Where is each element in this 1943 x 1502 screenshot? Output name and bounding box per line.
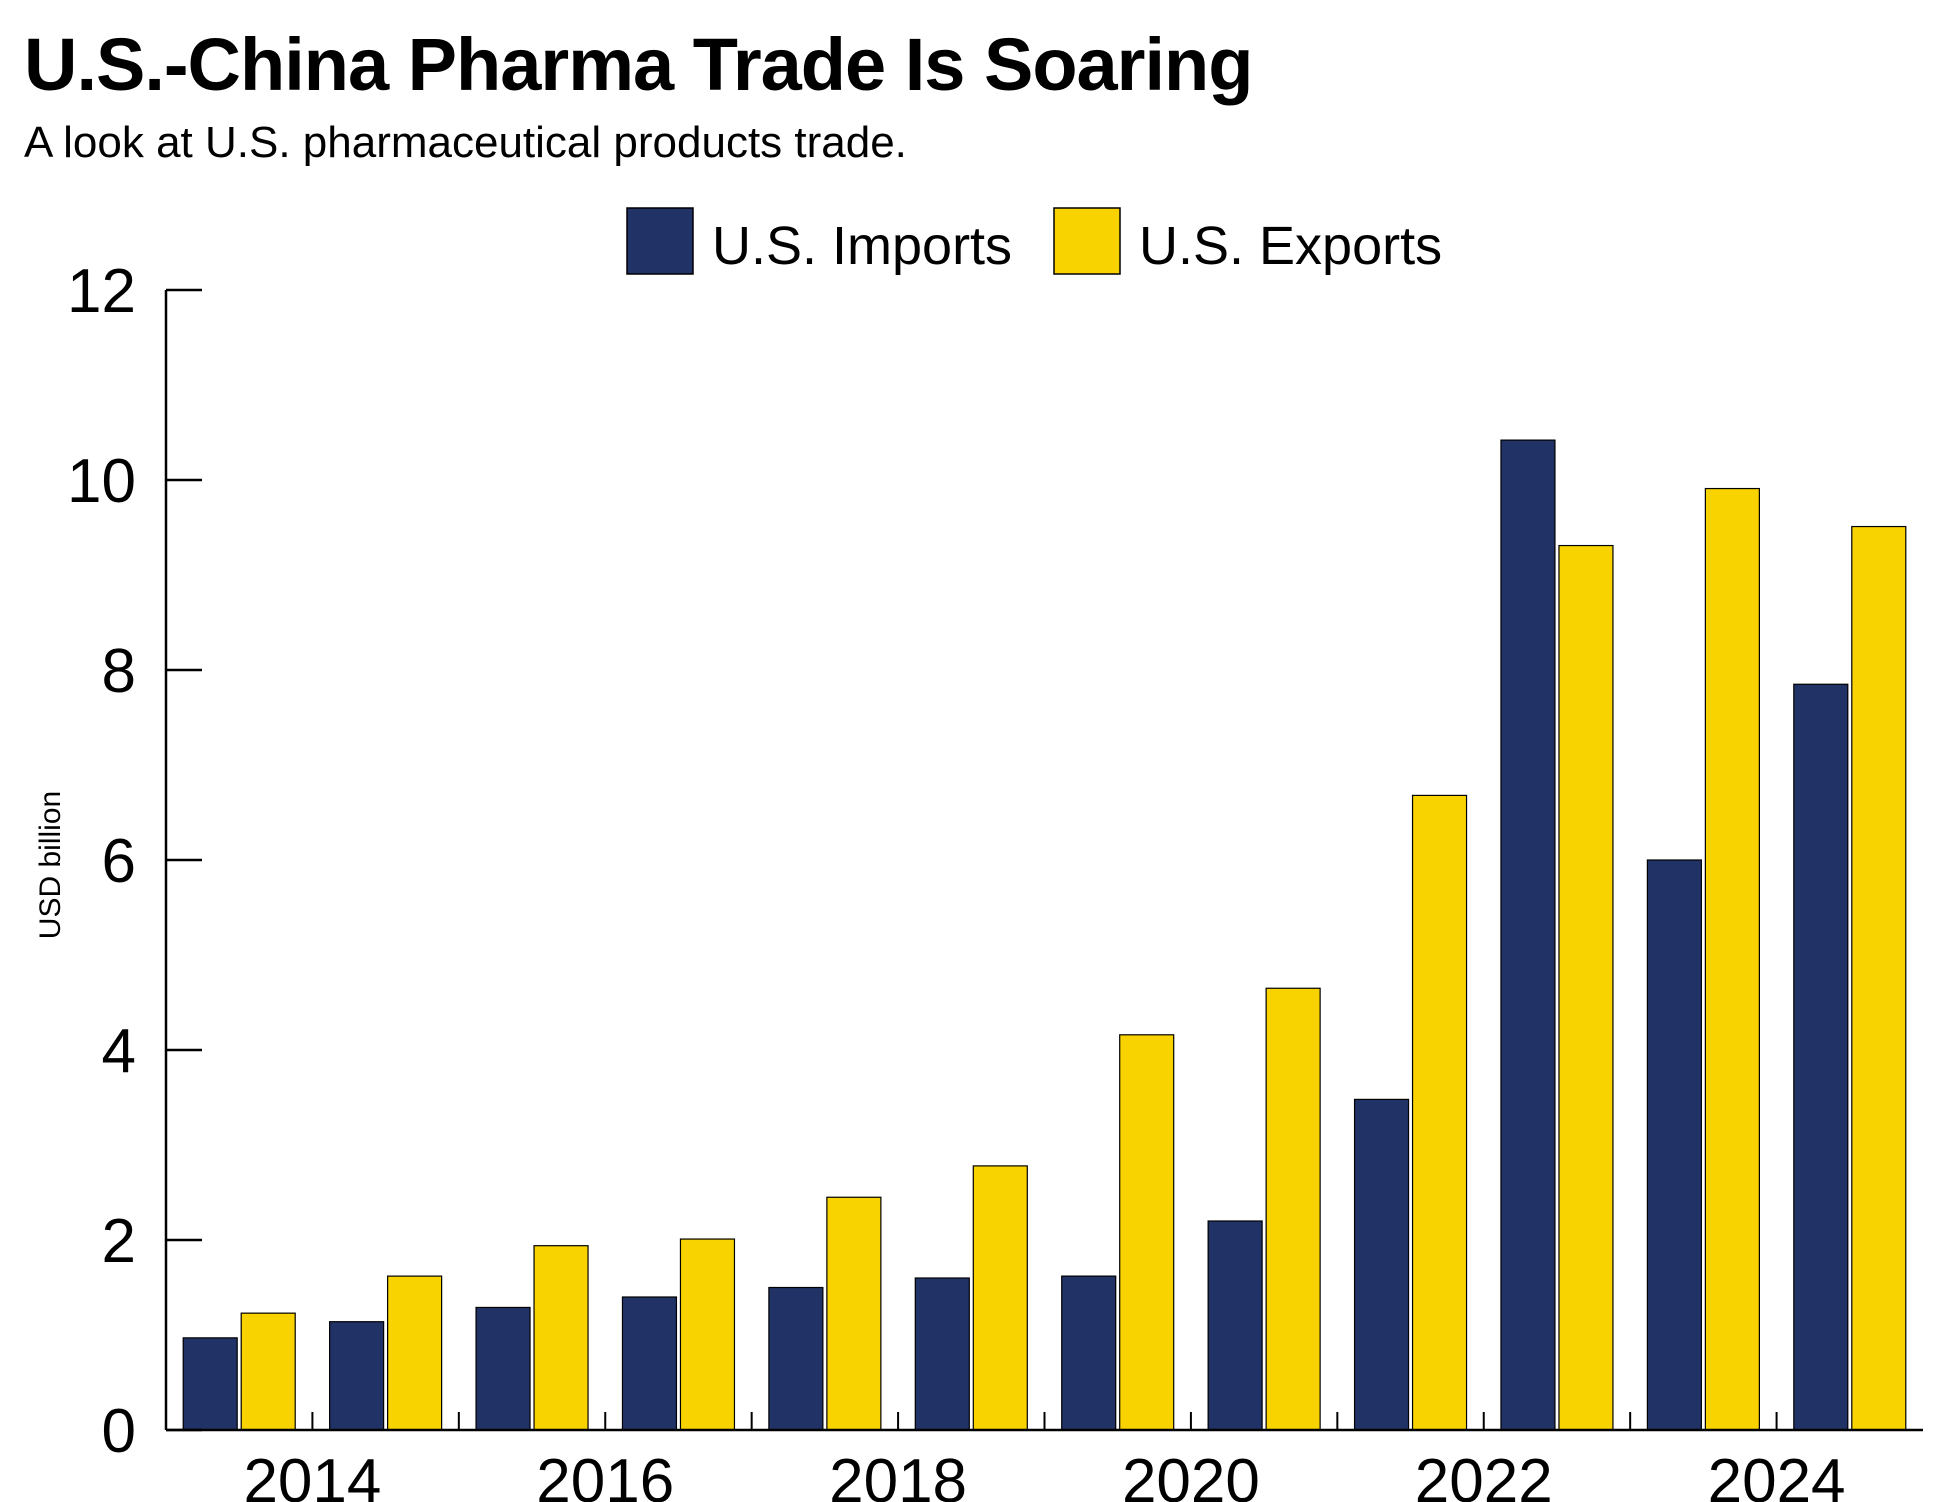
bar-u-s-imports-2014 xyxy=(329,1321,385,1431)
x-tick-label-2024: 2024 xyxy=(1708,1447,1846,1502)
y-axis-label: USD billion xyxy=(34,791,67,939)
y-tick-label-2: 2 xyxy=(102,1207,136,1276)
chart-title: U.S.-China Pharma Trade Is Soaring xyxy=(24,23,1253,106)
bar-u-s-imports-2013 xyxy=(182,1337,238,1431)
x-tick-label-2014: 2014 xyxy=(243,1447,381,1502)
bar-u-s-exports-2016 xyxy=(679,1238,736,1431)
bar-u-s-imports-2019 xyxy=(1061,1275,1117,1431)
bar-u-s-exports-2014 xyxy=(387,1275,443,1431)
bar-u-s-exports-2022 xyxy=(1558,544,1614,1431)
bar-u-s-exports-2023 xyxy=(1704,487,1760,1431)
bar-u-s-exports-2021 xyxy=(1411,794,1468,1431)
bar-u-s-imports-2022 xyxy=(1500,439,1556,1431)
bar-u-s-exports-2019 xyxy=(1119,1034,1175,1431)
bar-u-s-imports-2021 xyxy=(1353,1098,1410,1431)
bar-u-s-imports-2024 xyxy=(1793,683,1849,1431)
bar-u-s-imports-2020 xyxy=(1207,1220,1263,1431)
bar-u-s-imports-2018 xyxy=(914,1277,970,1431)
y-tick-label-10: 10 xyxy=(67,447,136,516)
bar-u-s-exports-2024 xyxy=(1851,525,1907,1431)
x-tick-label-2018: 2018 xyxy=(829,1447,967,1502)
bars-group xyxy=(182,439,1907,1431)
bar-u-s-exports-2017 xyxy=(826,1196,882,1431)
bar-u-s-exports-2013 xyxy=(240,1312,296,1431)
legend-swatch-imports xyxy=(626,207,694,275)
bar-u-s-exports-2015 xyxy=(533,1245,589,1431)
bar-u-s-imports-2015 xyxy=(475,1306,531,1431)
chart-subtitle: A look at U.S. pharmaceutical products t… xyxy=(24,118,907,167)
legend-label-imports: U.S. Imports xyxy=(712,216,1012,276)
y-tick-label-6: 6 xyxy=(102,827,136,896)
bar-u-s-imports-2023 xyxy=(1646,859,1702,1431)
y-tick-label-4: 4 xyxy=(102,1017,136,1086)
legend-label-exports: U.S. Exports xyxy=(1139,216,1442,276)
x-tick-label-2020: 2020 xyxy=(1122,1447,1260,1502)
bar-u-s-exports-2018 xyxy=(972,1165,1028,1431)
legend: U.S. Imports U.S. Exports xyxy=(626,207,1442,276)
bar-u-s-imports-2016 xyxy=(621,1296,678,1431)
bar-u-s-exports-2020 xyxy=(1265,987,1321,1431)
legend-swatch-exports xyxy=(1053,207,1121,275)
axes-group: 0 2 4 6 8 10 12 2014 2016 2018 2020 2022 2024 xyxy=(67,257,1923,1502)
x-tick-label-2022: 2022 xyxy=(1415,1447,1553,1502)
x-tick-label-2016: 2016 xyxy=(536,1447,674,1502)
y-tick-label-8: 8 xyxy=(102,637,136,706)
bar-u-s-imports-2017 xyxy=(768,1286,824,1431)
y-tick-label-0: 0 xyxy=(102,1397,136,1466)
y-tick-label-12: 12 xyxy=(67,257,136,326)
